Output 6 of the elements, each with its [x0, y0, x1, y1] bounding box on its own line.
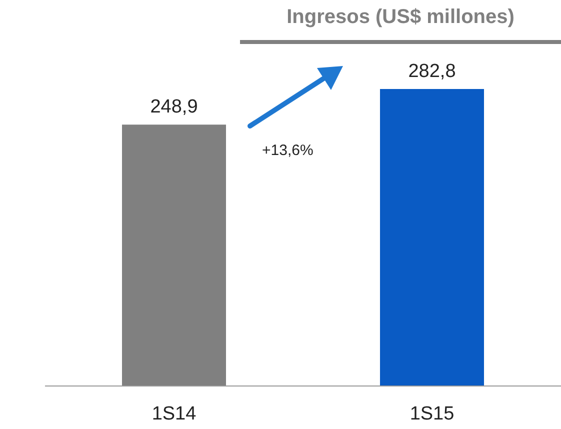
x-tick-label: 1S14: [152, 403, 197, 424]
data-label: 248,9: [150, 96, 198, 118]
x-tick-label: 1S15: [410, 403, 454, 424]
data-label: 282,8: [408, 61, 456, 82]
annotation: +13,6%: [262, 142, 314, 159]
chart-title: Ingresos (US$ millones): [286, 6, 516, 29]
